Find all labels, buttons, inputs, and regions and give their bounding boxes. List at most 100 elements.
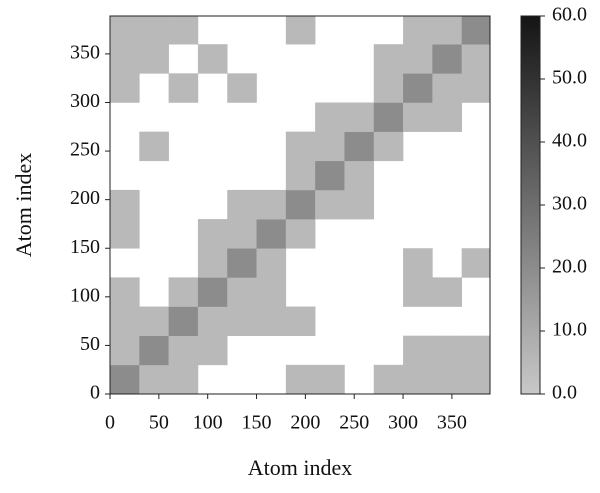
y-axis-title: Atom index bbox=[11, 153, 36, 258]
x-tick-label: 350 bbox=[437, 412, 467, 434]
y-tick-label: 250 bbox=[70, 139, 100, 161]
colorbar bbox=[520, 15, 541, 395]
heat-cell bbox=[285, 219, 316, 249]
colorbar-tick-label: 30.0 bbox=[552, 193, 587, 215]
heat-cell bbox=[197, 306, 228, 336]
heat-cell bbox=[168, 306, 199, 336]
heat-cell bbox=[461, 16, 491, 45]
colorbar-tick-label: 50.0 bbox=[552, 67, 587, 89]
heat-cell bbox=[139, 131, 169, 162]
heat-cell bbox=[432, 73, 462, 103]
y-tick-label: 150 bbox=[70, 236, 100, 258]
colorbar-tick-label: 20.0 bbox=[552, 256, 587, 278]
heat-cell bbox=[285, 16, 316, 45]
heat-cell bbox=[373, 364, 404, 395]
heat-cell bbox=[256, 277, 287, 307]
plot-frame bbox=[109, 15, 491, 395]
heat-cell bbox=[168, 364, 199, 395]
x-tick-label: 300 bbox=[388, 412, 418, 434]
heat-cell bbox=[168, 277, 199, 307]
heat-cell bbox=[432, 102, 462, 132]
heat-cell bbox=[315, 102, 345, 132]
heat-cell bbox=[197, 248, 228, 278]
x-tick-label: 250 bbox=[339, 412, 369, 434]
y-tick-label: 200 bbox=[70, 187, 100, 209]
heat-cell bbox=[110, 219, 140, 249]
heat-cell bbox=[256, 248, 287, 278]
heat-cell bbox=[227, 189, 257, 220]
heat-cell bbox=[373, 73, 404, 103]
heat-cell bbox=[256, 189, 287, 220]
x-axis-title: Atom index bbox=[248, 455, 353, 480]
heat-cell bbox=[373, 131, 404, 162]
heat-cell bbox=[227, 277, 257, 307]
heat-cell bbox=[197, 219, 228, 249]
heat-cell bbox=[461, 44, 491, 74]
heat-cell bbox=[256, 219, 287, 249]
heat-cell bbox=[110, 44, 140, 74]
heat-cell bbox=[461, 248, 491, 278]
heat-cell bbox=[403, 16, 433, 45]
heat-cell bbox=[285, 160, 316, 191]
heat-cell bbox=[461, 364, 491, 395]
heat-cell bbox=[285, 131, 316, 162]
heat-cell bbox=[110, 189, 140, 220]
heat-cell bbox=[110, 335, 140, 366]
heat-cell bbox=[403, 335, 433, 366]
heat-cell bbox=[227, 306, 257, 336]
x-tick-label: 100 bbox=[193, 412, 223, 434]
heat-cell bbox=[110, 73, 140, 103]
colorbar-tick-label: 60.0 bbox=[552, 4, 587, 26]
x-tick-label: 50 bbox=[149, 412, 169, 434]
colorbar-tick-label: 0.0 bbox=[552, 382, 577, 404]
heat-cell bbox=[403, 248, 433, 278]
heat-cell bbox=[344, 160, 375, 191]
x-tick-label: 200 bbox=[290, 412, 320, 434]
heat-cell bbox=[139, 335, 169, 366]
heat-cell bbox=[432, 16, 462, 45]
heat-cell bbox=[403, 277, 433, 307]
heat-cell bbox=[373, 44, 404, 74]
heat-cell bbox=[227, 248, 257, 278]
heat-cell bbox=[432, 44, 462, 74]
heat-cell bbox=[344, 131, 375, 162]
heat-cell bbox=[168, 16, 199, 45]
y-tick-label: 300 bbox=[70, 90, 100, 112]
heat-cell bbox=[315, 131, 345, 162]
heat-cell bbox=[285, 306, 316, 336]
heat-cell bbox=[227, 219, 257, 249]
colorbar-tick-label: 40.0 bbox=[552, 130, 587, 152]
heat-cell bbox=[110, 364, 140, 395]
x-tick-label: 0 bbox=[105, 412, 115, 434]
heat-cell bbox=[344, 102, 375, 132]
y-tick-label: 100 bbox=[70, 284, 100, 306]
heat-cell bbox=[256, 306, 287, 336]
heat-cell bbox=[461, 335, 491, 366]
heat-cell bbox=[315, 364, 345, 395]
heat-cell bbox=[168, 335, 199, 366]
heat-cell bbox=[139, 16, 169, 45]
heat-cell bbox=[344, 189, 375, 220]
x-tick-label: 150 bbox=[242, 412, 272, 434]
heat-cell bbox=[285, 364, 316, 395]
heat-cell bbox=[373, 102, 404, 132]
heat-cell bbox=[403, 102, 433, 132]
heat-cell bbox=[403, 364, 433, 395]
heat-cell bbox=[315, 189, 345, 220]
heat-cell bbox=[139, 306, 169, 336]
heat-cell bbox=[139, 44, 169, 74]
heat-cell bbox=[403, 73, 433, 103]
heat-cell bbox=[285, 189, 316, 220]
heat-cell bbox=[110, 277, 140, 307]
heat-cell bbox=[403, 44, 433, 74]
heat-cell bbox=[139, 364, 169, 395]
heat-cell bbox=[461, 73, 491, 103]
heat-cell bbox=[315, 160, 345, 191]
heat-cell bbox=[110, 306, 140, 336]
y-tick-label: 50 bbox=[80, 333, 100, 355]
heat-cell bbox=[432, 364, 462, 395]
y-tick-label: 0 bbox=[90, 382, 100, 404]
heat-cell bbox=[168, 73, 199, 103]
heat-cell bbox=[432, 335, 462, 366]
